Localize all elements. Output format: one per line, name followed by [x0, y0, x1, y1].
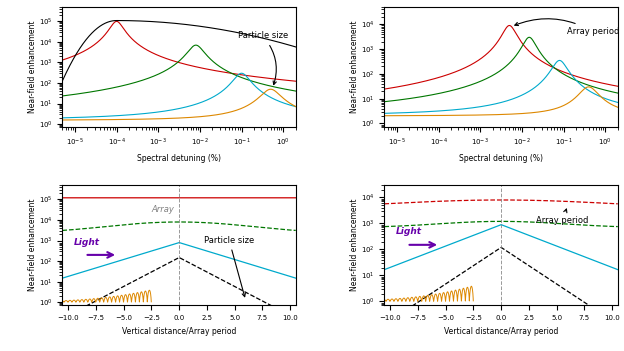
- X-axis label: Vertical distance/Array period: Vertical distance/Array period: [444, 327, 558, 336]
- X-axis label: Spectral detuning (%): Spectral detuning (%): [137, 154, 221, 163]
- Text: Light: Light: [74, 238, 99, 247]
- Text: Particle size: Particle size: [204, 236, 254, 297]
- Y-axis label: Near-field enhancement: Near-field enhancement: [29, 21, 37, 113]
- Y-axis label: Near-field enhancement: Near-field enhancement: [351, 21, 359, 113]
- Text: Light: Light: [396, 227, 422, 236]
- Y-axis label: Near-field enhancement: Near-field enhancement: [351, 199, 359, 291]
- X-axis label: Spectral detuning (%): Spectral detuning (%): [459, 154, 543, 163]
- Text: Array: Array: [151, 205, 174, 214]
- Text: Array period: Array period: [515, 19, 619, 36]
- Text: Particle size: Particle size: [238, 31, 288, 85]
- Text: Array period: Array period: [536, 209, 588, 225]
- X-axis label: Vertical distance/Array period: Vertical distance/Array period: [122, 327, 236, 336]
- Y-axis label: Near-field enhancement: Near-field enhancement: [29, 199, 37, 291]
